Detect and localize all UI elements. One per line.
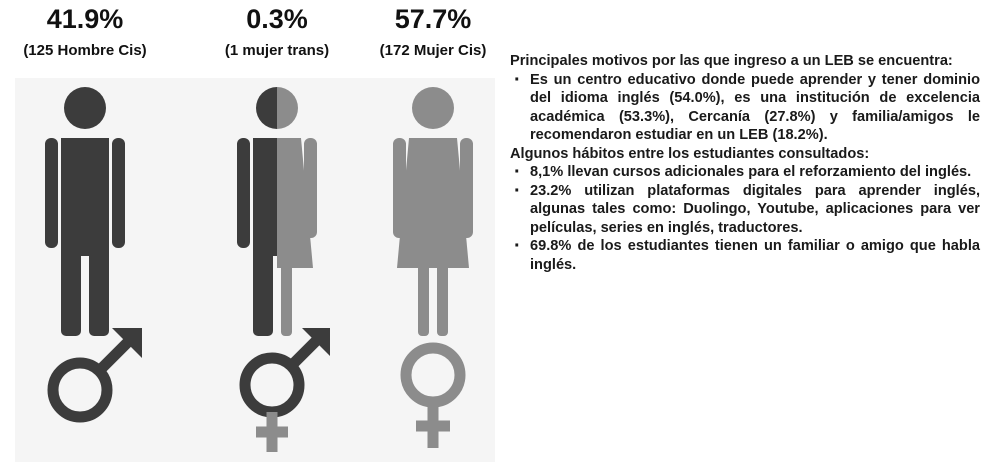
percent: 0.3% [246, 4, 308, 34]
group-label: (172 Mujer Cis) [380, 42, 487, 59]
list: Es un centro educativo donde puede apren… [510, 71, 980, 145]
bullet: 69.8% de los estudiantes tienen un famil… [514, 237, 980, 274]
bullet: Es un centro educativo donde puede apren… [514, 71, 980, 145]
bullet: 8,1% llevan cursos adicionales para el r… [514, 163, 980, 182]
list: 8,1% llevan cursos adicionales para el r… [510, 163, 980, 274]
percent: 57.7% [395, 4, 472, 34]
heading: Principales motivos por las que ingreso … [510, 53, 953, 69]
info-text: Principales motivos por las que ingreso … [510, 52, 980, 274]
bullet: 23.2% utilizan plataformas digitales par… [514, 182, 980, 238]
group-label: (125 Hombre Cis) [23, 42, 146, 59]
group-label: (1 mujer trans) [225, 42, 329, 59]
female-symbol [400, 342, 466, 448]
heading: Algunos hábitos entre los estudiantes co… [510, 145, 870, 162]
percent: 41.9% [47, 4, 124, 34]
figures: 41.9% 0.3% 57.7% (125 Hombre Cis) (1 muj… [23, 4, 487, 452]
male-symbol [47, 328, 142, 423]
trans-symbol [239, 328, 330, 452]
